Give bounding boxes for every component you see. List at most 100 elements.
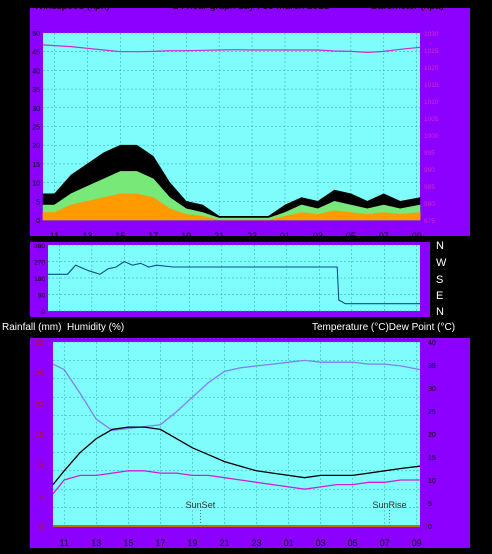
bottom-x-tick: 05 xyxy=(348,538,358,548)
temp-y-tick: 15 xyxy=(428,455,436,462)
top-x-tick: 23 xyxy=(247,231,257,241)
series-dew-point-c- xyxy=(52,470,420,495)
grid-layer xyxy=(43,32,420,527)
rainfall-axis-title: Rainfall (mm) xyxy=(2,322,61,333)
top-y-right-tick: 975 xyxy=(424,218,435,225)
compass-label-w: W xyxy=(436,257,447,269)
series-humidity- xyxy=(52,359,421,431)
series-layer xyxy=(42,44,421,527)
top-y-left-tick: 10 xyxy=(32,181,40,188)
dir-y-tick: 90 xyxy=(38,293,46,300)
top-y-right-tick: 1015 xyxy=(424,82,439,89)
top-x-tick: 15 xyxy=(115,231,125,241)
top-x-tick: 05 xyxy=(346,231,356,241)
rain-y-tick: 5 xyxy=(39,493,43,500)
top-y-left-tick: 25 xyxy=(32,125,40,132)
top-y-left-tick: 50 xyxy=(32,31,40,38)
temp-y-tick: 25 xyxy=(428,409,436,416)
sunset-label: SunSet xyxy=(186,500,216,510)
rain-y-tick: 10 xyxy=(35,463,43,470)
humidity-y-tick: 50 xyxy=(16,432,24,439)
temp-y-tick: 40 xyxy=(428,340,436,347)
sunrise-label: SunRise xyxy=(373,500,407,510)
top-y-left-tick: 20 xyxy=(32,143,40,150)
top-y-left-tick: 30 xyxy=(32,106,40,113)
tick-layer: 0510152025303540455097598098599099510001… xyxy=(12,31,439,548)
humidity-y-tick: 20 xyxy=(16,487,24,494)
bottom-x-tick: 21 xyxy=(219,538,229,548)
top-x-tick: 03 xyxy=(313,231,323,241)
humidity-y-tick: 70 xyxy=(16,395,24,402)
wind-direction-line xyxy=(48,260,420,305)
humidity-y-tick: 100 xyxy=(12,340,24,347)
humidity-axis-title: Humidity (%) xyxy=(67,322,124,333)
top-y-left-tick: 0 xyxy=(36,218,40,225)
humidity-y-tick: 10 xyxy=(16,506,24,513)
rain-y-tick: 30 xyxy=(35,340,43,347)
top-y-right-tick: 985 xyxy=(424,184,435,191)
top-x-tick: 21 xyxy=(214,231,224,241)
top-x-tick: 19 xyxy=(181,231,191,241)
top-x-tick: 09 xyxy=(412,231,422,241)
humidity-y-tick: 40 xyxy=(16,450,24,457)
rain-y-tick: 25 xyxy=(35,371,43,378)
bottom-x-tick: 23 xyxy=(252,538,262,548)
graph-title: 24 hour graph day : 30 March 2021 xyxy=(173,1,330,12)
temp-y-tick: 30 xyxy=(428,386,436,393)
top-x-tick: 13 xyxy=(82,231,92,241)
barometer-line xyxy=(42,44,421,54)
dir-y-tick: 360 xyxy=(34,243,45,250)
bottom-x-tick: 17 xyxy=(155,538,165,548)
bottom-x-tick: 11 xyxy=(60,538,69,548)
bottom-x-tick: 15 xyxy=(123,538,133,548)
compass-label-s: S xyxy=(436,274,443,286)
wind-series-average xyxy=(42,193,421,221)
dir-y-tick: 270 xyxy=(34,260,45,267)
humidity-y-tick: 90 xyxy=(16,358,24,365)
top-x-tick: 07 xyxy=(379,231,389,241)
top-x-tick: 11 xyxy=(50,231,59,241)
top-y-left-tick: 35 xyxy=(32,87,40,94)
bottom-x-tick: 07 xyxy=(380,538,390,548)
humidity-y-tick: 0 xyxy=(20,524,24,531)
top-y-right-tick: 990 xyxy=(424,167,435,174)
top-y-right-tick: 995 xyxy=(424,150,435,157)
temp-y-tick: 35 xyxy=(428,363,436,370)
top-y-left-tick: 40 xyxy=(32,68,40,75)
top-y-right-tick: 1030 xyxy=(424,31,439,38)
bottom-x-tick: 19 xyxy=(187,538,197,548)
top-x-tick: 01 xyxy=(280,231,290,241)
rain-y-tick: 0 xyxy=(39,524,43,531)
humidity-y-tick: 60 xyxy=(16,414,24,421)
compass-label-n-bottom: N xyxy=(436,306,444,318)
rain-y-tick: 15 xyxy=(35,432,43,439)
top-y-right-tick: 1000 xyxy=(424,133,439,140)
top-y-left-tick: 5 xyxy=(36,199,40,206)
temp-y-tick: 5 xyxy=(428,501,432,508)
temp-y-tick: 20 xyxy=(428,432,436,439)
barometer-axis-title: Barometer (hpa) xyxy=(371,1,444,12)
top-y-right-tick: 1010 xyxy=(424,99,439,106)
compass-label-n-top: N xyxy=(436,240,444,252)
top-y-right-tick: 1025 xyxy=(424,48,439,55)
top-y-left-tick: 45 xyxy=(32,50,40,57)
humidity-y-tick: 30 xyxy=(16,469,24,476)
rain-y-tick: 20 xyxy=(35,401,43,408)
top-y-right-tick: 1020 xyxy=(424,65,439,72)
bottom-x-tick: 03 xyxy=(316,538,326,548)
bottom-x-tick: 01 xyxy=(284,538,294,548)
dir-y-tick: 0 xyxy=(41,309,45,316)
bottom-plot-area xyxy=(53,342,420,526)
bottom-x-tick: 09 xyxy=(412,538,422,548)
series-temperature-c- xyxy=(52,426,421,486)
compass-label-e: E xyxy=(436,290,443,302)
top-y-right-tick: 1005 xyxy=(424,116,439,123)
dir-y-tick: 180 xyxy=(34,276,45,283)
temp-y-tick: 0 xyxy=(428,524,432,531)
top-y-left-tick: 15 xyxy=(32,162,40,169)
temperature-axis-title: Temperature (°C)Dew Point (°C) xyxy=(312,322,455,333)
humidity-y-tick: 80 xyxy=(16,377,24,384)
top-y-right-tick: 980 xyxy=(424,201,435,208)
